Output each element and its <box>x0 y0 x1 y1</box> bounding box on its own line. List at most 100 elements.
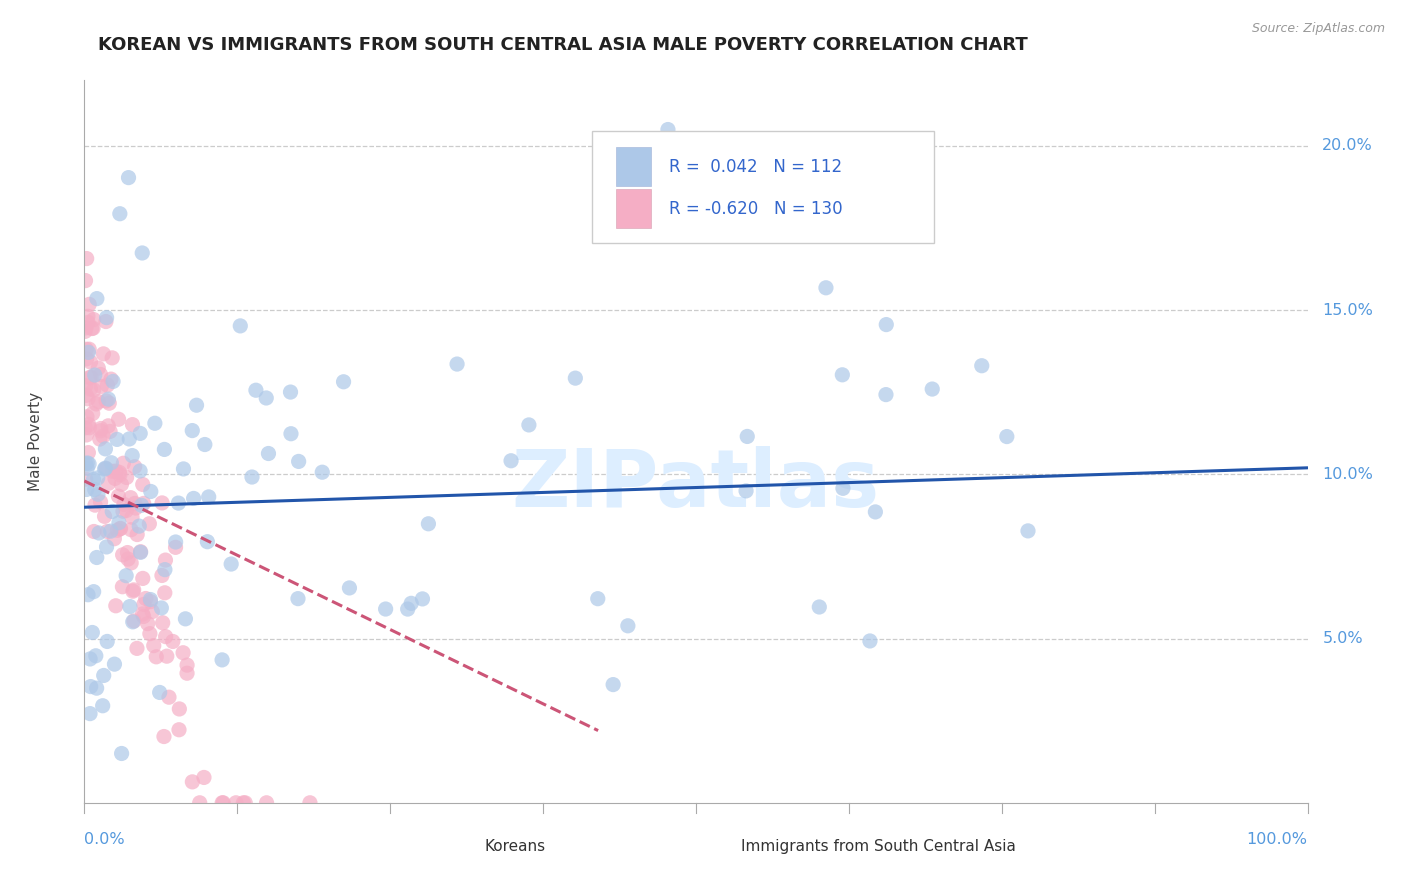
Bar <box>451 835 478 858</box>
Point <box>94 314 117 328</box>
Point <box>76 409 98 424</box>
Point <box>240 470 263 484</box>
Text: 20.0%: 20.0% <box>1322 138 1374 153</box>
Point <box>172 462 194 476</box>
Point <box>814 281 837 295</box>
Point <box>79 382 101 396</box>
Point <box>150 601 173 615</box>
Point <box>155 630 177 644</box>
Point <box>132 477 155 491</box>
Point <box>865 505 887 519</box>
Point <box>77 588 100 602</box>
Point <box>91 429 114 443</box>
Point <box>831 368 853 382</box>
Point <box>117 545 139 559</box>
Point <box>90 368 112 382</box>
Point <box>586 591 609 606</box>
Point <box>87 394 110 409</box>
Point <box>98 425 121 439</box>
Point <box>87 526 110 541</box>
Point <box>97 392 120 406</box>
Point <box>87 487 110 501</box>
Point <box>150 496 173 510</box>
Point <box>93 347 115 361</box>
Point <box>921 382 943 396</box>
Point <box>94 442 117 456</box>
Point <box>129 464 152 478</box>
Point <box>96 393 118 408</box>
Point <box>83 383 105 397</box>
Point <box>107 412 129 426</box>
Point <box>129 545 152 559</box>
Point <box>122 614 145 628</box>
Text: 5.0%: 5.0% <box>1322 632 1362 646</box>
Point <box>108 516 131 530</box>
Point <box>79 652 101 666</box>
Point <box>150 568 173 582</box>
Point <box>257 446 280 460</box>
Point <box>96 524 118 539</box>
Point <box>77 310 100 324</box>
Point <box>77 392 100 406</box>
Point <box>83 368 105 382</box>
Point <box>167 496 190 510</box>
Point <box>186 398 208 412</box>
Point <box>115 503 138 517</box>
Point <box>188 796 211 810</box>
Point <box>153 586 176 600</box>
Point <box>76 456 98 470</box>
Point <box>124 459 146 474</box>
Point <box>499 454 522 468</box>
Point <box>104 471 127 485</box>
Point <box>165 535 187 549</box>
Point <box>84 397 107 411</box>
Point <box>125 641 148 656</box>
Point <box>141 605 163 619</box>
Point <box>153 563 176 577</box>
Text: Male Poverty: Male Poverty <box>28 392 44 491</box>
Point <box>103 657 125 672</box>
Point <box>120 556 142 570</box>
Point <box>75 343 97 357</box>
Point <box>517 417 540 432</box>
Point <box>87 361 110 376</box>
Point <box>76 252 98 266</box>
Point <box>107 524 129 538</box>
Point <box>97 418 120 433</box>
Point <box>75 457 97 471</box>
Point <box>79 680 101 694</box>
Point <box>339 581 361 595</box>
Point <box>832 481 855 495</box>
Point <box>735 429 758 443</box>
Point <box>77 445 100 459</box>
Point <box>111 504 134 518</box>
Point <box>75 428 97 442</box>
Point <box>82 321 104 335</box>
Point <box>125 501 148 516</box>
Point <box>83 524 105 539</box>
Point <box>602 677 624 691</box>
Point <box>129 426 152 441</box>
Point <box>75 421 97 435</box>
Point <box>136 616 159 631</box>
Point <box>86 550 108 565</box>
Point <box>90 421 112 435</box>
Point <box>254 391 277 405</box>
Point <box>86 681 108 695</box>
Point <box>127 527 149 541</box>
Text: R =  0.042   N = 112: R = 0.042 N = 112 <box>669 158 842 176</box>
Point <box>875 318 897 332</box>
Point <box>76 461 98 475</box>
Text: R = -0.620   N = 130: R = -0.620 N = 130 <box>669 200 842 218</box>
Point <box>115 470 138 484</box>
Point <box>152 615 174 630</box>
Point <box>115 568 138 582</box>
Point <box>117 552 139 566</box>
Point <box>110 521 132 535</box>
Point <box>280 385 302 400</box>
Point <box>110 477 132 491</box>
Point <box>174 612 197 626</box>
Point <box>446 357 468 371</box>
Point <box>232 796 254 810</box>
Point <box>233 796 256 810</box>
